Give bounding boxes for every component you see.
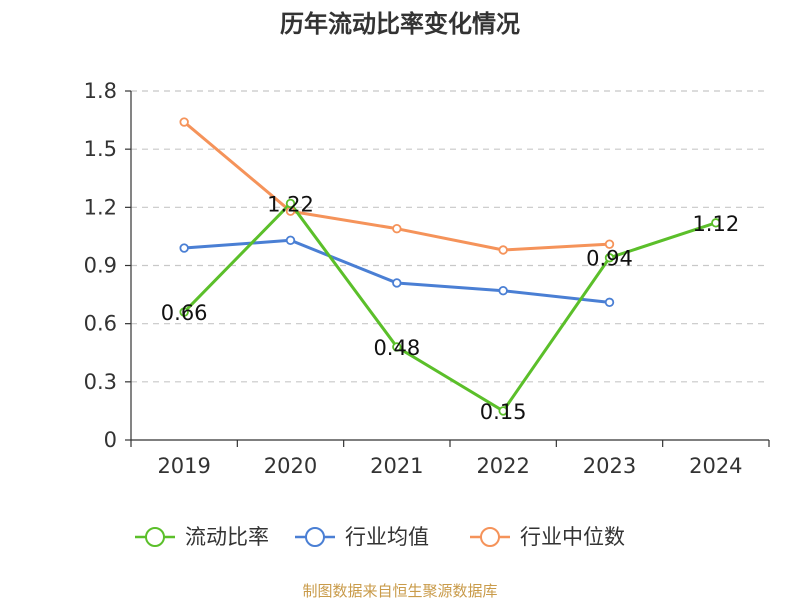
data-point — [285, 235, 296, 245]
data-label: 1.12 — [692, 212, 739, 236]
data-labels: 0.66 1.22 0.48 0.15 0.94 1.12 — [161, 192, 739, 423]
data-point — [179, 243, 189, 253]
y-tick-label: 0.9 — [84, 254, 117, 278]
legend: 流动比率 行业均值 行业中位数 — [135, 525, 625, 549]
data-label: 0.15 — [480, 400, 527, 424]
x-tick-label: 2024 — [689, 454, 742, 478]
x-tick-label: 2020 — [264, 454, 317, 478]
series-line — [183, 201, 717, 413]
data-label: 0.66 — [161, 301, 208, 325]
data-point — [711, 218, 721, 228]
data-point — [498, 286, 508, 296]
series-line — [184, 238, 610, 304]
legend-marker-icon — [480, 527, 500, 547]
gridlines — [131, 90, 769, 383]
legend-item[interactable]: 流动比率 — [135, 525, 269, 549]
source-note: 制图数据来自恒生聚源数据库 — [302, 582, 497, 600]
x-tick-label: 2023 — [583, 454, 636, 478]
data-point — [179, 307, 189, 317]
data-point — [392, 223, 402, 234]
series-points — [179, 117, 721, 416]
data-point — [604, 239, 615, 249]
series-lines — [183, 120, 717, 413]
data-label: 0.94 — [586, 247, 633, 271]
data-point — [604, 297, 615, 308]
data-label: 1.22 — [267, 192, 314, 216]
data-point — [498, 406, 508, 416]
legend-marker-icon — [145, 527, 165, 547]
data-point — [604, 253, 615, 263]
axes: 0 0.3 0.6 0.9 1.2 1.5 1.8 2019 2020 2021 2022 2023 2… — [84, 79, 770, 478]
x-tick-label: 2019 — [157, 454, 210, 478]
y-tick-label: 1.2 — [84, 195, 117, 219]
legend-item[interactable]: 行业中位数 — [470, 525, 625, 549]
y-tick-label: 0.6 — [84, 312, 117, 336]
data-point — [392, 342, 402, 352]
data-point — [498, 245, 508, 255]
x-tick-label: 2021 — [370, 454, 423, 478]
y-tick-label: 1.5 — [84, 137, 117, 161]
legend-label: 行业均值 — [345, 525, 429, 549]
data-label: 0.48 — [373, 336, 420, 360]
y-tick-label: 1.8 — [84, 79, 117, 103]
legend-label: 流动比率 — [185, 525, 269, 549]
data-point — [179, 117, 189, 127]
y-tick-label: 0.3 — [84, 370, 117, 394]
legend-label: 行业中位数 — [520, 525, 625, 549]
chart-title: 历年流动比率变化情况 — [280, 10, 520, 38]
legend-marker-icon — [305, 527, 325, 547]
y-tick-label: 0 — [104, 428, 117, 452]
legend-item[interactable]: 行业均值 — [295, 525, 429, 549]
data-point — [285, 198, 296, 209]
data-point — [392, 278, 402, 288]
x-tick-label: 2022 — [476, 454, 529, 478]
